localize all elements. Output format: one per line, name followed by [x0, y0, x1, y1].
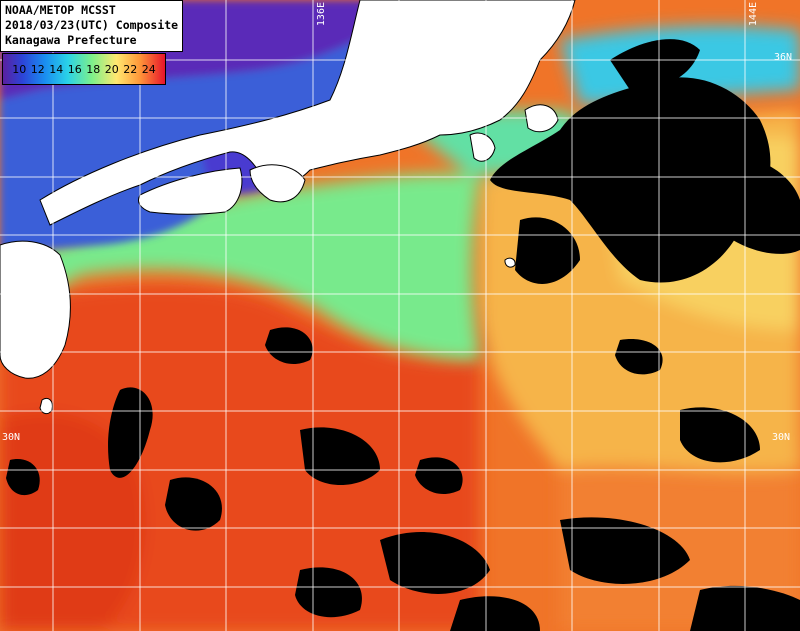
lat-label-30n-right: 30N [772, 432, 791, 443]
temperature-legend: 10 12 14 16 18 20 22 24 [2, 53, 166, 85]
lat-label-30n-left: 30N [2, 432, 21, 443]
warm-water-zone [0, 284, 800, 631]
kii-peninsula [249, 164, 306, 203]
shikoku-landmass [137, 167, 243, 215]
island-oshima [504, 257, 516, 268]
honshu-landmass [39, 0, 576, 226]
title-line-date: 2018/03/23(UTC) Composite [5, 18, 179, 32]
title-line-source: NOAA/METOP MCSST [5, 3, 116, 17]
lon-label-136e: 136E [316, 2, 327, 27]
izu-peninsula [469, 132, 496, 162]
title-line-region: Kanagawa Prefecture [5, 33, 137, 47]
legend-scale-labels: 10 12 14 16 18 20 22 24 [12, 62, 156, 76]
lon-label-144e: 144E [748, 2, 759, 27]
cloud-cover [6, 39, 800, 631]
map-title-box: NOAA/METOP MCSST 2018/03/23(UTC) Composi… [0, 0, 184, 52]
lat-label-36n: 36N [774, 52, 793, 63]
